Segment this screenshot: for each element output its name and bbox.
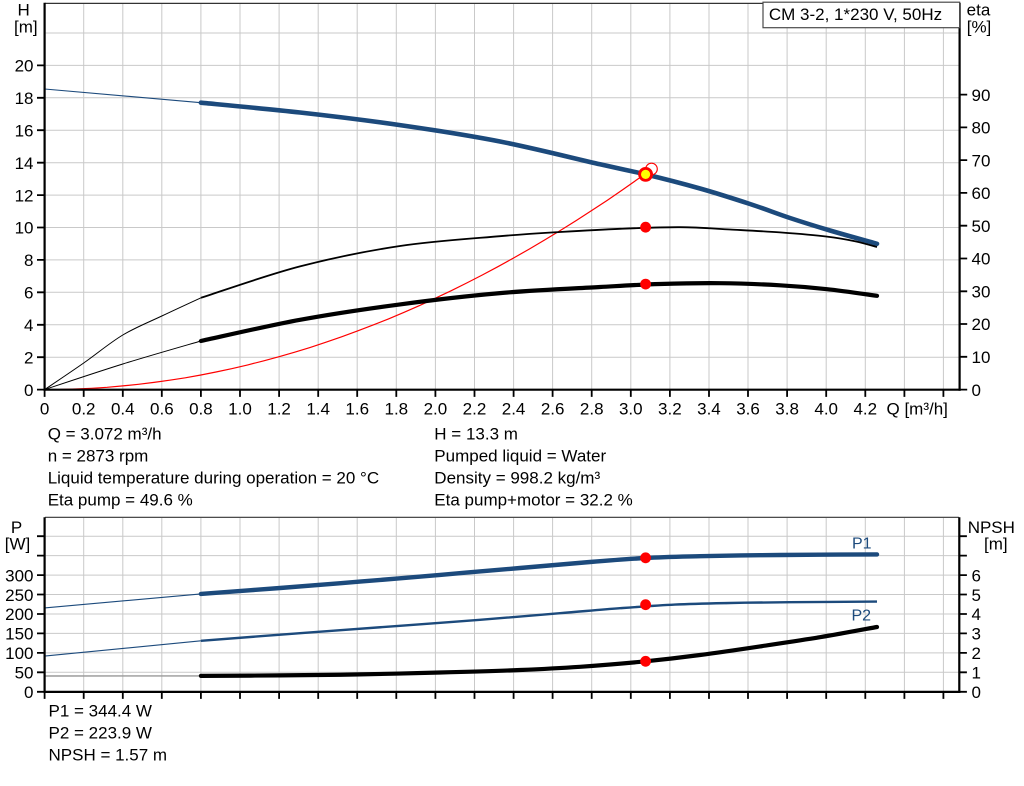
svg-text:NPSH = 1.57 m: NPSH = 1.57 m: [49, 746, 168, 765]
svg-text:H = 13.3 m: H = 13.3 m: [434, 424, 518, 443]
svg-text:14: 14: [15, 154, 34, 173]
svg-text:16: 16: [15, 121, 34, 140]
svg-text:60: 60: [972, 184, 991, 203]
svg-text:90: 90: [972, 86, 991, 105]
svg-text:6: 6: [972, 566, 981, 585]
svg-text:2: 2: [972, 644, 981, 663]
svg-text:CM 3-2, 1*230 V, 50Hz: CM 3-2, 1*230 V, 50Hz: [769, 5, 942, 24]
svg-text:Eta pump = 49.6 %: Eta pump = 49.6 %: [48, 491, 193, 510]
svg-text:1.4: 1.4: [306, 400, 330, 419]
svg-text:80: 80: [972, 119, 991, 138]
svg-text:0: 0: [972, 683, 981, 702]
svg-text:4.2: 4.2: [853, 400, 877, 419]
svg-text:100: 100: [5, 644, 33, 663]
svg-text:5: 5: [972, 586, 981, 605]
svg-text:3.2: 3.2: [658, 400, 682, 419]
svg-text:eta: eta: [967, 1, 991, 20]
svg-text:n = 2873 rpm: n = 2873 rpm: [48, 447, 149, 466]
svg-text:2: 2: [24, 348, 33, 367]
svg-text:0.6: 0.6: [150, 400, 174, 419]
svg-text:1.8: 1.8: [384, 400, 408, 419]
svg-text:1.0: 1.0: [228, 400, 252, 419]
svg-text:3.4: 3.4: [697, 400, 721, 419]
svg-text:4.0: 4.0: [814, 400, 838, 419]
svg-text:20: 20: [972, 315, 991, 334]
svg-text:0.8: 0.8: [189, 400, 213, 419]
svg-text:Q = 3.072 m³/h: Q = 3.072 m³/h: [48, 424, 162, 443]
svg-text:Q [m³/h]: Q [m³/h]: [887, 400, 948, 419]
svg-text:2.0: 2.0: [424, 400, 448, 419]
svg-text:12: 12: [15, 186, 34, 205]
svg-text:[%]: [%]: [967, 17, 992, 36]
svg-text:0.2: 0.2: [72, 400, 96, 419]
svg-text:18: 18: [15, 89, 34, 108]
svg-text:200: 200: [5, 605, 33, 624]
svg-text:0: 0: [40, 400, 49, 419]
svg-text:3.8: 3.8: [775, 400, 799, 419]
svg-text:10: 10: [15, 219, 34, 238]
svg-text:20: 20: [15, 57, 34, 76]
svg-text:Eta pump+motor = 32.2 %: Eta pump+motor = 32.2 %: [434, 491, 632, 510]
svg-text:1.6: 1.6: [345, 400, 369, 419]
svg-text:H: H: [18, 1, 30, 20]
svg-text:0: 0: [24, 683, 33, 702]
svg-text:0.4: 0.4: [111, 400, 135, 419]
svg-text:250: 250: [5, 586, 33, 605]
svg-text:50: 50: [15, 664, 34, 683]
svg-text:1.2: 1.2: [267, 400, 291, 419]
svg-text:Liquid temperature during oper: Liquid temperature during operation = 20…: [48, 469, 379, 488]
svg-text:150: 150: [5, 625, 33, 644]
svg-text:4: 4: [972, 605, 981, 624]
svg-text:10: 10: [972, 348, 991, 367]
svg-text:2.8: 2.8: [580, 400, 604, 419]
svg-text:P1 = 344.4 W: P1 = 344.4 W: [49, 701, 152, 720]
svg-text:0: 0: [24, 381, 33, 400]
svg-text:P: P: [11, 518, 22, 537]
svg-text:300: 300: [5, 566, 33, 585]
svg-text:50: 50: [972, 217, 991, 236]
svg-text:30: 30: [972, 282, 991, 301]
svg-text:3: 3: [972, 625, 981, 644]
svg-text:70: 70: [972, 151, 991, 170]
svg-text:2.2: 2.2: [463, 400, 487, 419]
svg-text:P2: P2: [852, 608, 872, 625]
svg-text:4: 4: [24, 316, 33, 335]
svg-text:3.0: 3.0: [619, 400, 643, 419]
svg-text:Density = 998.2 kg/m³: Density = 998.2 kg/m³: [434, 469, 600, 488]
svg-text:NPSH: NPSH: [968, 518, 1015, 537]
svg-text:0: 0: [972, 381, 981, 400]
svg-text:P1: P1: [852, 535, 872, 552]
svg-text:P2 = 223.9 W: P2 = 223.9 W: [49, 724, 152, 743]
svg-text:8: 8: [24, 251, 33, 270]
svg-text:[W]: [W]: [5, 534, 31, 553]
svg-text:6: 6: [24, 284, 33, 303]
svg-text:2.4: 2.4: [502, 400, 526, 419]
svg-text:Pumped liquid = Water: Pumped liquid = Water: [434, 447, 606, 466]
svg-text:40: 40: [972, 250, 991, 269]
svg-text:1: 1: [972, 664, 981, 683]
svg-text:[m]: [m]: [984, 534, 1008, 553]
svg-text:3.6: 3.6: [736, 400, 760, 419]
svg-text:2.6: 2.6: [541, 400, 565, 419]
svg-text:[m]: [m]: [14, 17, 38, 36]
